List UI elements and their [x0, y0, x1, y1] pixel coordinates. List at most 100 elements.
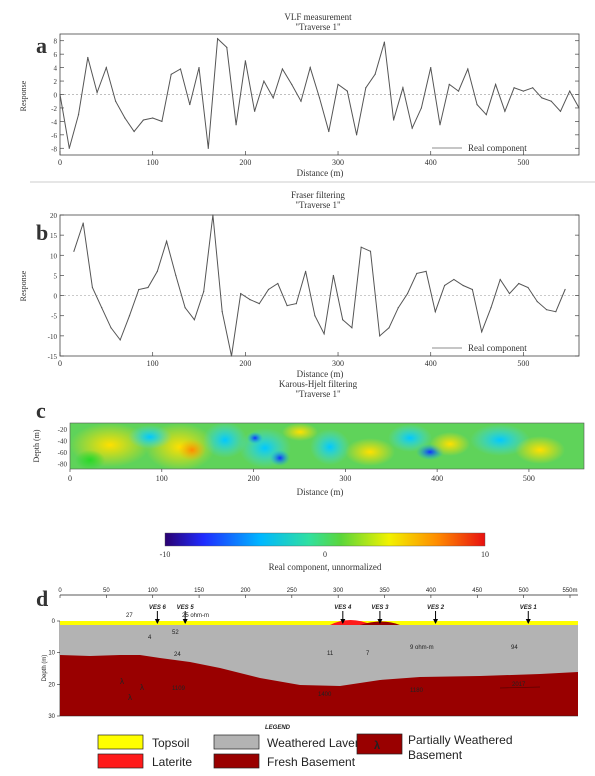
- panel-a-subtitle: "Traverse 1": [295, 22, 341, 32]
- data-point: [263, 80, 265, 82]
- panel-d: d 0 50 100 150 200 250 300 350 400 450 500 550m 0 10…: [36, 586, 578, 769]
- y-tick-label: 20: [48, 682, 55, 688]
- data-point: [388, 327, 390, 329]
- data-point: [59, 93, 61, 96]
- ves-label: VES 6: [149, 605, 167, 611]
- data-point: [87, 56, 89, 59]
- y-tick-label: 4: [54, 65, 58, 73]
- partially-weathered-symbol: λ: [128, 693, 132, 702]
- y-tick-label: -5: [51, 313, 57, 321]
- data-point: [508, 292, 511, 295]
- ves-label: VES 3: [371, 605, 389, 611]
- legend-swatch: [213, 753, 260, 769]
- data-point: [406, 292, 409, 295]
- data-point: [115, 100, 117, 102]
- data-point: [467, 68, 469, 70]
- y-tick-label: 10: [48, 651, 55, 657]
- y-tick-label: -4: [51, 118, 57, 126]
- data-point: [96, 91, 98, 94]
- x-tick-label: 500: [517, 158, 529, 167]
- x-tick-label: 50: [103, 588, 110, 594]
- x-tick-label: 100: [148, 588, 159, 594]
- data-point: [402, 87, 404, 89]
- x-tick-label: 300: [332, 158, 344, 167]
- data-point: [550, 100, 552, 102]
- data-point: [564, 288, 566, 291]
- data-point: [175, 274, 177, 277]
- panel-a-title: VLF measurement: [284, 12, 352, 22]
- data-point: [383, 41, 385, 43]
- data-point: [314, 315, 316, 317]
- x-tick-label: 350: [380, 588, 391, 594]
- x-tick-label: 100: [147, 359, 159, 368]
- resistivity-label: 4: [148, 635, 152, 641]
- y-tick-label: -8: [51, 145, 57, 153]
- panel-a-ticks: 0 100 200 300 400 500 -8 -6 -4 -2 0 2 4 6 8: [51, 38, 579, 167]
- data-point: [545, 309, 548, 311]
- data-point: [244, 60, 246, 62]
- legend-swatch: [97, 753, 144, 769]
- panel-c-ylabel: Depth (m): [32, 429, 41, 462]
- panel-c-ticks: 0 100 200 300 400 500 -20 -40 -60 -80: [58, 426, 535, 483]
- y-tick-label: 0: [52, 619, 56, 625]
- panel-a: a VLF measurement "Traverse 1" Response …: [19, 12, 580, 178]
- data-point: [277, 282, 279, 285]
- data-point: [286, 305, 288, 307]
- panel-b-ylabel: Response: [19, 270, 28, 301]
- data-point: [499, 278, 501, 281]
- data-point: [272, 97, 274, 99]
- data-point: [193, 319, 195, 321]
- resistivity-label: 94: [511, 645, 518, 651]
- data-point: [397, 307, 399, 309]
- legend-fresh-basement: Fresh Basement: [213, 753, 356, 769]
- data-point: [346, 90, 348, 92]
- data-point: [138, 288, 140, 291]
- panel-d-yticks: 0 10 20 30: [48, 619, 60, 720]
- x-tick-label: 500: [519, 588, 530, 594]
- resistivity-label: 7: [366, 651, 370, 657]
- ves-arrowhead: [525, 619, 531, 624]
- data-point: [430, 67, 432, 69]
- legend-weathered: Weathered Laver: [213, 734, 359, 750]
- panel-d-ylabel: Depth (m): [42, 655, 48, 682]
- legend-swatch: [97, 734, 144, 750]
- data-point: [235, 124, 237, 126]
- resistivity-label: 1109: [172, 686, 186, 692]
- data-point: [351, 327, 353, 329]
- panel-b: b Fraser filtering "Traverse 1" Response…: [19, 190, 580, 379]
- data-point: [77, 114, 80, 116]
- data-point: [360, 246, 362, 248]
- panel-a-legend-label: Real component: [468, 143, 527, 153]
- y-tick-label: -80: [58, 460, 68, 468]
- legend-label: Topsoil: [152, 736, 189, 750]
- data-point: [416, 272, 418, 275]
- panel-d-label: d: [36, 586, 48, 611]
- partially-weathered-symbol: λ: [140, 683, 144, 692]
- y-tick-label: 0: [54, 293, 58, 301]
- x-tick-label: 400: [426, 588, 437, 594]
- panel-c-frame: [69, 422, 585, 470]
- data-point: [101, 307, 103, 309]
- data-point: [323, 333, 325, 335]
- panel-c-label: c: [36, 398, 46, 423]
- y-tick-label: 10: [50, 252, 58, 260]
- panel-b-legend-label: Real component: [468, 343, 527, 353]
- data-point: [518, 282, 520, 285]
- data-point: [170, 73, 172, 75]
- ves-label: VES 4: [334, 605, 352, 611]
- resistivity-label: 1400: [318, 692, 332, 698]
- data-point: [68, 147, 70, 149]
- data-point: [532, 87, 534, 89]
- x-tick-label: 500: [517, 359, 529, 368]
- data-point: [504, 110, 506, 112]
- ves-arrowhead: [377, 619, 383, 624]
- data-point: [212, 214, 214, 216]
- legend-topsoil: Topsoil: [97, 734, 189, 750]
- heatmap-field: [70, 423, 584, 469]
- legend-label: Partially Weathered: [408, 733, 513, 747]
- ves-label: VES 1: [520, 605, 538, 611]
- colorbar-ticks: -10 0 10: [160, 550, 489, 559]
- data-point: [522, 90, 524, 92]
- panel-c-title: Karous-Hjelt filtering: [279, 379, 358, 389]
- resistivity-label: 1180: [410, 688, 424, 694]
